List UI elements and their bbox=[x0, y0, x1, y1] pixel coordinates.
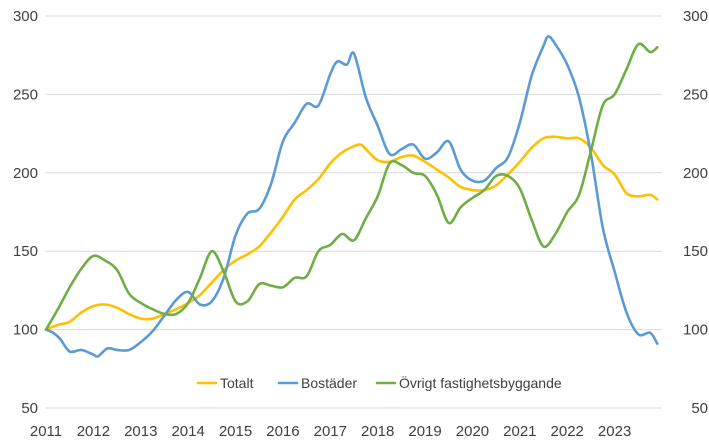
y-tick-label-right: 200 bbox=[683, 165, 708, 182]
x-tick-label: 2023 bbox=[598, 423, 631, 440]
y-tick-label-right: 100 bbox=[683, 322, 708, 339]
y-tick-label-right: 50 bbox=[691, 400, 708, 417]
x-tick-label: 2012 bbox=[77, 423, 110, 440]
y-tick-label-right: 250 bbox=[683, 86, 708, 103]
y-tick-label-left: 150 bbox=[13, 243, 38, 260]
x-tick-label: 2018 bbox=[361, 423, 394, 440]
series-line-vrigt-fastighetsbyggande bbox=[44, 42, 659, 331]
x-tick-label: 2021 bbox=[503, 423, 536, 440]
gridlines bbox=[46, 15, 662, 409]
x-tick-label: 2017 bbox=[314, 423, 347, 440]
y-tick-label-left: 200 bbox=[13, 165, 38, 182]
x-tick-label: 2011 bbox=[30, 423, 62, 440]
legend-label: Totalt bbox=[220, 375, 254, 391]
series-lines bbox=[44, 35, 659, 358]
legend: Totalt Bostäder Övrigt fastighetsbyggande bbox=[196, 374, 562, 391]
y-tick-label-left: 50 bbox=[21, 400, 38, 417]
legend-label: Övrigt fastighetsbyggande bbox=[399, 374, 562, 391]
y-tick-label-right: 300 bbox=[683, 8, 708, 25]
series-line-totalt bbox=[44, 135, 659, 331]
x-tick-label: 2020 bbox=[456, 423, 489, 440]
y-tick-label-left: 100 bbox=[13, 322, 38, 339]
y-axis-right: 300 250 200 150 100 50 bbox=[683, 8, 708, 417]
x-tick-label: 2019 bbox=[408, 423, 441, 440]
x-tick-label: 2022 bbox=[551, 423, 584, 440]
x-tick-label: 2016 bbox=[266, 423, 299, 440]
y-tick-label-left: 250 bbox=[13, 86, 38, 103]
series-line-bost-der bbox=[44, 35, 659, 358]
y-tick-label-left: 300 bbox=[13, 8, 38, 25]
y-tick-label-right: 150 bbox=[683, 243, 708, 260]
x-tick-label: 2014 bbox=[171, 423, 204, 440]
x-tick-label: 2015 bbox=[219, 423, 252, 440]
y-axis-left: 300 250 200 150 100 50 bbox=[13, 8, 38, 417]
x-tick-label: 2013 bbox=[124, 423, 157, 440]
x-axis: 2011 2012 2013 2014 2015 2016 2017 2018 2019 2020… bbox=[30, 423, 631, 440]
legend-label: Bostäder bbox=[301, 375, 357, 391]
